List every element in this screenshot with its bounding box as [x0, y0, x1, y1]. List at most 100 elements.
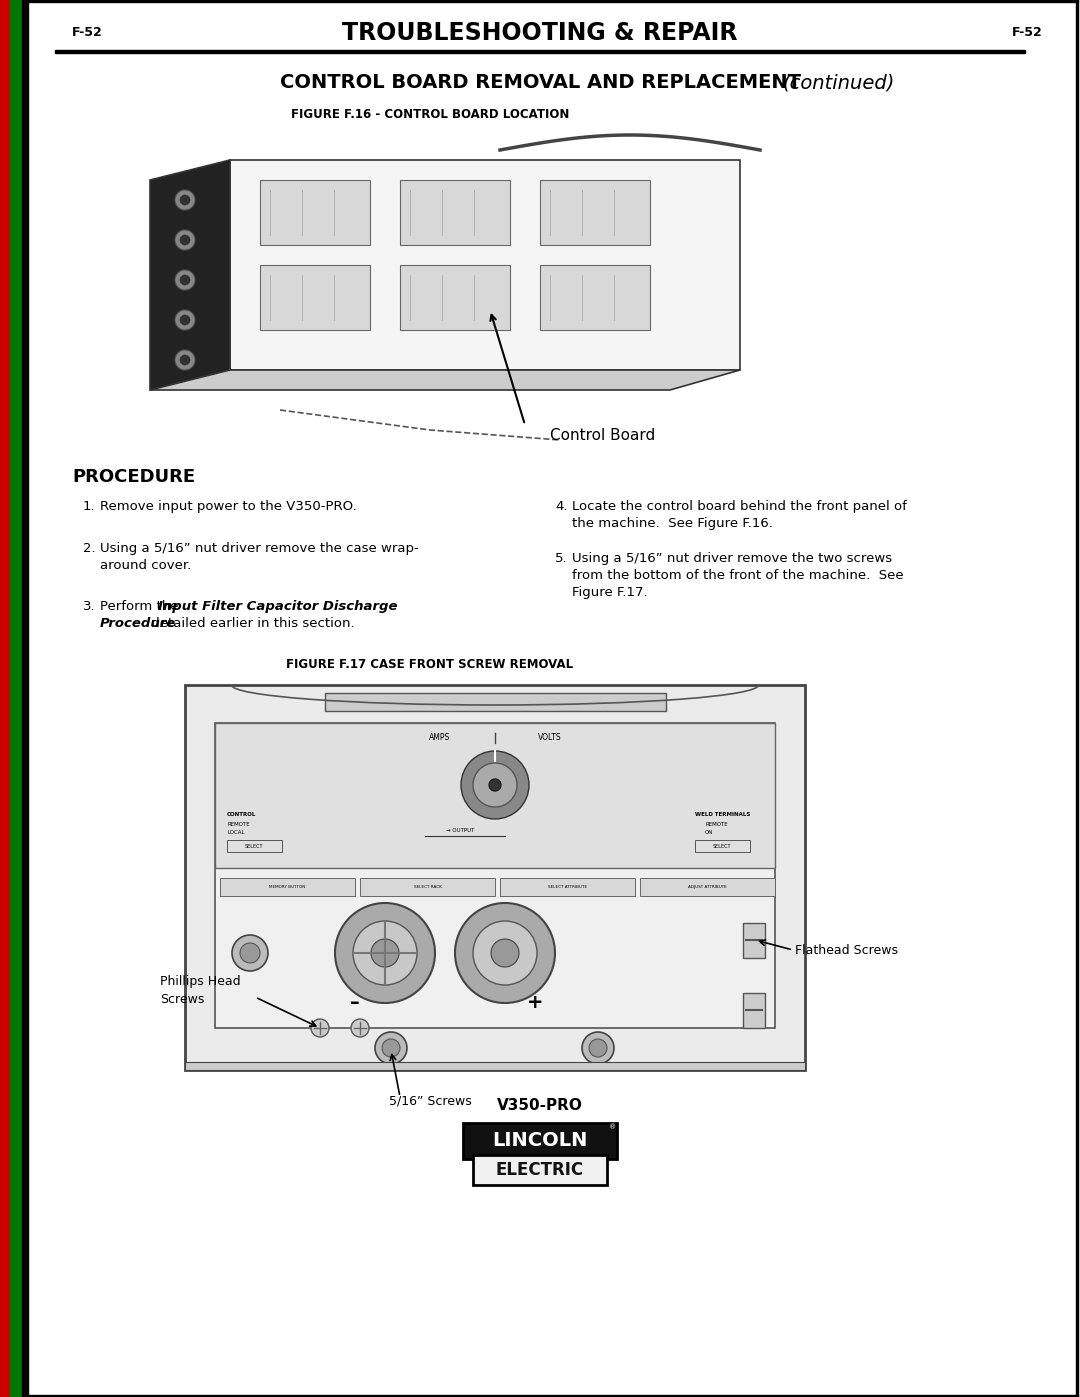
Text: Return to Section TOC: Return to Section TOC — [0, 1053, 10, 1147]
Circle shape — [180, 314, 190, 326]
Circle shape — [175, 231, 195, 250]
Text: Return to Section TOC: Return to Section TOC — [0, 774, 10, 866]
Bar — [227, 840, 282, 852]
Text: TROUBLESHOOTING & REPAIR: TROUBLESHOOTING & REPAIR — [342, 21, 738, 45]
Text: CONTROL BOARD REMOVAL AND REPLACEMENT: CONTROL BOARD REMOVAL AND REPLACEMENT — [280, 74, 800, 92]
Text: F-52: F-52 — [72, 27, 103, 39]
Text: the machine.  See Figure F.16.: the machine. See Figure F.16. — [572, 517, 773, 529]
Circle shape — [180, 196, 190, 205]
Text: Control Board: Control Board — [550, 427, 656, 443]
Text: Return to Master TOC: Return to Master TOC — [12, 775, 21, 865]
Text: 3.: 3. — [83, 599, 96, 613]
Text: MEMORY BUTTON: MEMORY BUTTON — [269, 886, 306, 888]
Bar — [215, 724, 775, 868]
Text: Return to Section TOC: Return to Section TOC — [0, 433, 10, 527]
Text: FIGURE F.16 - CONTROL BOARD LOCATION: FIGURE F.16 - CONTROL BOARD LOCATION — [291, 109, 569, 122]
Text: SELECT ATTRIBUTE: SELECT ATTRIBUTE — [548, 886, 588, 888]
Circle shape — [489, 780, 501, 791]
Text: from the bottom of the front of the machine.  See: from the bottom of the front of the mach… — [572, 569, 904, 583]
Circle shape — [240, 943, 260, 963]
Circle shape — [473, 921, 537, 985]
Bar — [260, 180, 370, 244]
Text: SELECT RACK: SELECT RACK — [414, 886, 442, 888]
Bar — [324, 693, 665, 711]
Text: around cover.: around cover. — [100, 559, 191, 571]
Text: Flathead Screws: Flathead Screws — [795, 943, 897, 957]
Text: V350-PRO: V350-PRO — [497, 1098, 583, 1112]
Bar — [24, 0, 26, 1397]
Circle shape — [180, 235, 190, 244]
Bar — [185, 1062, 805, 1070]
Circle shape — [491, 939, 519, 967]
Text: ®: ® — [609, 1125, 617, 1130]
Text: FIGURE F.17 CASE FRONT SCREW REMOVAL: FIGURE F.17 CASE FRONT SCREW REMOVAL — [286, 658, 573, 672]
Text: Return to Section TOC: Return to Section TOC — [0, 113, 10, 207]
Circle shape — [461, 752, 529, 819]
Polygon shape — [150, 161, 230, 390]
Circle shape — [589, 1039, 607, 1058]
Bar — [360, 877, 495, 895]
Bar — [500, 877, 635, 895]
Text: ADJUST ATTRIBUTE: ADJUST ATTRIBUTE — [688, 886, 727, 888]
Text: 5/16” Screws: 5/16” Screws — [389, 1095, 471, 1108]
Bar — [696, 840, 750, 852]
Text: Using a 5/16” nut driver remove the case wrap-: Using a 5/16” nut driver remove the case… — [100, 542, 419, 555]
Circle shape — [375, 1032, 407, 1065]
Bar — [540, 265, 650, 330]
Bar — [540, 180, 650, 244]
Text: +: + — [527, 993, 543, 1013]
Text: Locate the control board behind the front panel of: Locate the control board behind the fron… — [572, 500, 907, 513]
Text: WELD TERMINALS: WELD TERMINALS — [696, 813, 751, 817]
Circle shape — [382, 1039, 400, 1058]
Bar — [26, 1396, 1078, 1397]
Bar — [260, 265, 370, 330]
Text: Remove input power to the V350-PRO.: Remove input power to the V350-PRO. — [100, 500, 356, 513]
Text: Procedure: Procedure — [100, 617, 176, 630]
Text: 2.: 2. — [83, 542, 96, 555]
Bar — [473, 1155, 607, 1185]
Text: PROCEDURE: PROCEDURE — [72, 468, 195, 486]
Text: SELECT: SELECT — [245, 844, 264, 848]
Circle shape — [473, 763, 517, 807]
Text: Input Filter Capacitor Discharge: Input Filter Capacitor Discharge — [158, 599, 397, 613]
Circle shape — [232, 935, 268, 971]
Text: detailed earlier in this section.: detailed earlier in this section. — [147, 617, 354, 630]
Bar — [26, 0, 28, 1397]
Bar — [10, 0, 22, 1397]
Text: 1.: 1. — [83, 500, 96, 513]
Circle shape — [180, 355, 190, 365]
Bar — [0, 0, 10, 1397]
Circle shape — [175, 310, 195, 330]
Bar — [743, 993, 765, 1028]
Bar — [26, 0, 1078, 1]
Bar — [400, 265, 510, 330]
Text: –: – — [350, 993, 360, 1013]
Text: Figure F.17.: Figure F.17. — [572, 585, 648, 599]
Circle shape — [311, 1018, 329, 1037]
Circle shape — [175, 351, 195, 370]
Bar — [220, 877, 355, 895]
Text: Perform the: Perform the — [100, 599, 183, 613]
Bar — [55, 50, 1025, 53]
Circle shape — [175, 270, 195, 291]
Bar — [640, 877, 775, 895]
Text: Return to Master TOC: Return to Master TOC — [12, 115, 21, 205]
Text: Return to Master TOC: Return to Master TOC — [12, 1055, 21, 1146]
Bar — [185, 685, 805, 1070]
Bar — [215, 724, 775, 1028]
Bar — [743, 923, 765, 958]
Circle shape — [455, 902, 555, 1003]
Text: VOLTS: VOLTS — [538, 732, 562, 742]
Text: LOCAL: LOCAL — [227, 830, 244, 835]
Text: ELECTRIC: ELECTRIC — [496, 1161, 584, 1179]
Text: Phillips Head
Screws: Phillips Head Screws — [160, 975, 241, 1006]
Text: AMPS: AMPS — [430, 732, 450, 742]
Text: (continued): (continued) — [782, 74, 894, 92]
Circle shape — [175, 190, 195, 210]
Circle shape — [180, 275, 190, 285]
Text: 5.: 5. — [555, 552, 568, 564]
Text: 4.: 4. — [555, 500, 567, 513]
Circle shape — [353, 921, 417, 985]
Text: ON: ON — [705, 830, 714, 835]
Circle shape — [372, 939, 399, 967]
